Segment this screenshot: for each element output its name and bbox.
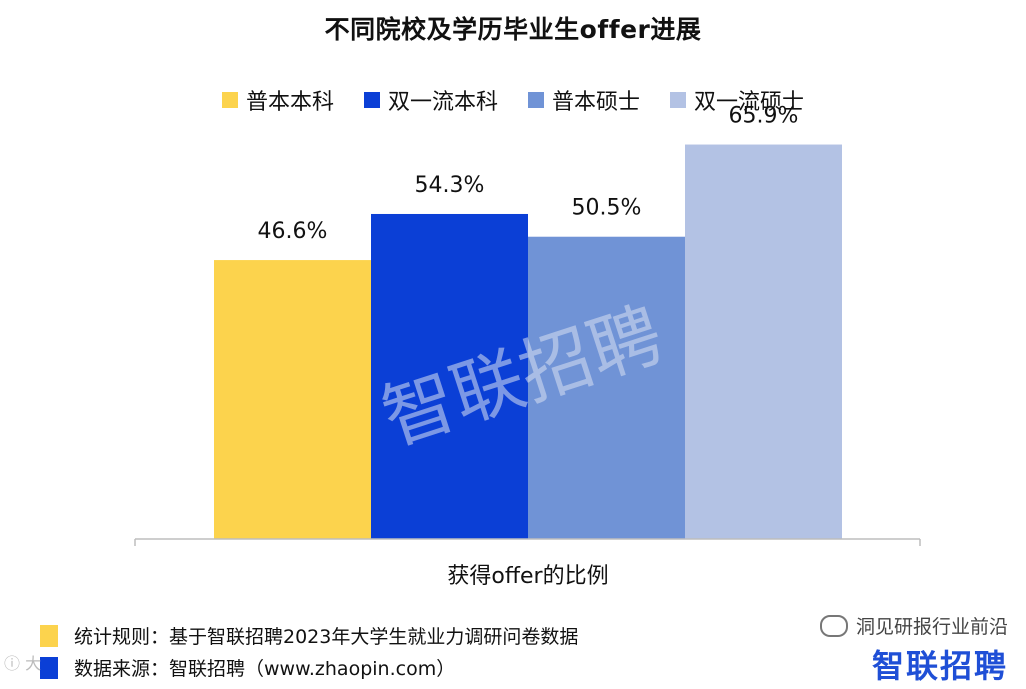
bar [371, 213, 528, 539]
legend-item: 双一流硕士 [670, 84, 804, 116]
account-name: 洞见研报行业前沿 [855, 616, 1008, 638]
legend-item: 普本硕士 [528, 84, 640, 116]
wechat-icon [819, 614, 848, 637]
data-label: 54.3% [415, 173, 485, 198]
brand-logo: 智联招聘 [871, 647, 1008, 685]
footer-rule-text: 统计规则：基于智联招聘2023年大学生就业力调研问卷数据 [74, 626, 579, 648]
footer-source-marker [40, 656, 58, 679]
x-tick-label: 获得offer的比例 [447, 564, 608, 589]
legend-swatch [670, 92, 687, 108]
legend-item: 普本本科 [221, 84, 334, 116]
data-label: 50.5% [572, 196, 642, 221]
data-label: 46.6% [258, 219, 328, 244]
chart-legend: 普本本科 双一流本科 普本硕士 双一流硕士 [0, 84, 1026, 116]
corner-mark: ⓘ 大 [4, 654, 42, 673]
source-watermark: 洞见研报行业前沿 智联招聘 [819, 612, 1008, 687]
legend-swatch [363, 92, 380, 108]
bar [214, 260, 371, 539]
legend-swatch [528, 92, 544, 108]
legend-swatch [221, 92, 238, 108]
legend-label: 普本本科 [245, 90, 334, 115]
chart-title: 不同院校及学历毕业生offer进展 [324, 15, 702, 44]
footer-source: 数据来源：智联招聘（www.zhaopin.com） [40, 654, 455, 681]
legend-label: 双一流本科 [387, 90, 498, 115]
data-label: 65.9% [729, 104, 799, 129]
footer-rule: 统计规则：基于智联招聘2023年大学生就业力调研问卷数据 [40, 622, 578, 649]
bar [685, 144, 842, 539]
footer-rule-marker [40, 624, 58, 647]
bar [528, 236, 685, 539]
account-watermark: 洞见研报行业前沿 [819, 612, 1008, 639]
footer-source-text: 数据来源：智联招聘（www.zhaopin.com） [74, 658, 456, 680]
legend-item: 双一流本科 [363, 84, 498, 116]
legend-label: 双一流硕士 [694, 90, 805, 115]
legend-label: 普本硕士 [552, 90, 641, 115]
